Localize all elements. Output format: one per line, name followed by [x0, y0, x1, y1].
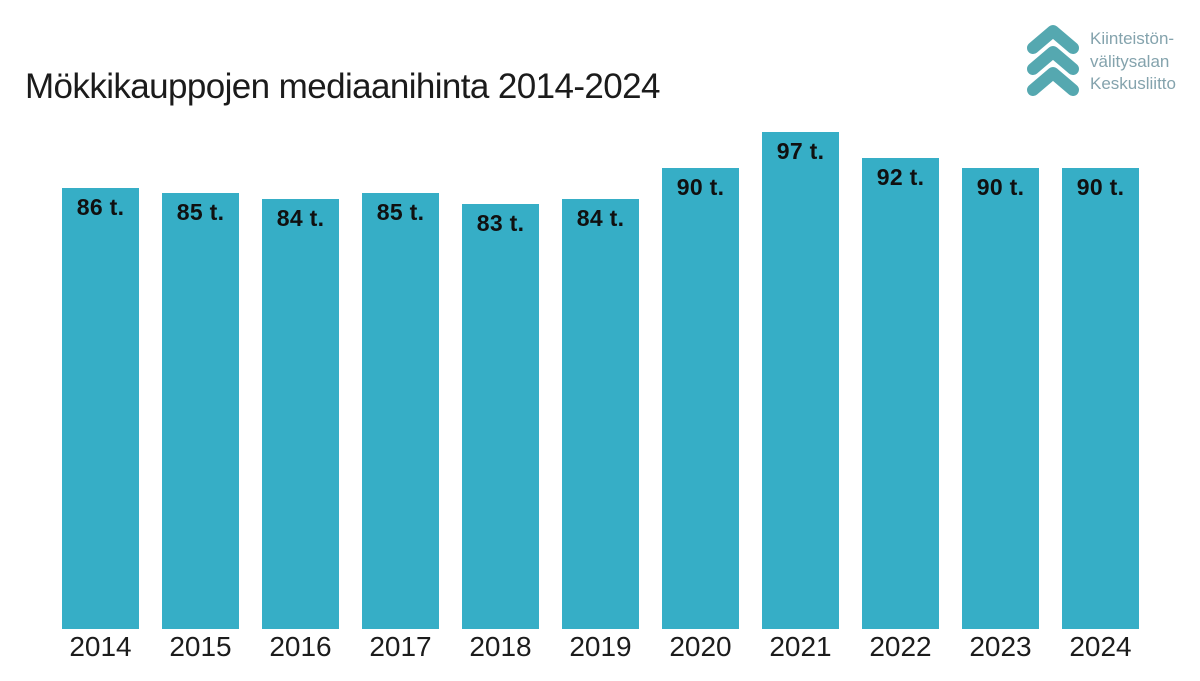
bar-2015: 85 t. — [162, 193, 239, 629]
x-tick-2014: 2014 — [69, 631, 132, 662]
bar-2022: 92 t. — [862, 158, 939, 629]
bar-2020: 90 t. — [662, 168, 739, 629]
x-tick-2022: 2022 — [869, 631, 932, 662]
bar-value-label: 83 t. — [476, 210, 525, 236]
x-tick-2020: 2020 — [669, 631, 732, 662]
bar-value-label: 85 t. — [376, 199, 425, 225]
x-tick-2017: 2017 — [369, 631, 432, 662]
bar-value-label: 86 t. — [76, 194, 125, 220]
bar-value-label: 97 t. — [776, 138, 825, 164]
bar-value-label: 85 t. — [176, 199, 225, 225]
bar-2021: 97 t. — [762, 132, 839, 629]
bar-value-label: 84 t. — [576, 205, 625, 231]
bar-2017: 85 t. — [362, 193, 439, 629]
bar-value-label: 90 t. — [976, 174, 1025, 200]
bar-2023: 90 t. — [962, 168, 1039, 629]
x-axis: 2014 2015 2016 2017 2018 2019 2020 2021 2022 2023… — [62, 631, 1139, 663]
chart-title: Mökkikauppojen mediaanihinta 2014-2024 — [25, 67, 660, 107]
x-tick-2021: 2021 — [769, 631, 832, 662]
x-tick-2024: 2024 — [1069, 631, 1132, 662]
logo-text-line: Keskusliitto — [1090, 74, 1176, 93]
triple-chevron-up-icon — [1024, 22, 1082, 101]
logo-text: Kiinteistön- välitysalan Keskusliitto — [1090, 22, 1176, 96]
bar-value-label: 90 t. — [676, 174, 725, 200]
x-tick-2015: 2015 — [169, 631, 232, 662]
bar-2024: 90 t. — [1062, 168, 1139, 629]
bar-value-label: 92 t. — [876, 164, 925, 190]
bar-value-label: 84 t. — [276, 205, 325, 231]
bar-2014: 86 t. — [62, 188, 139, 629]
bars: 86 t. 85 t. 84 t. 85 t. 83 t. 84 t. 90 t. 97 t.… — [62, 0, 1139, 629]
bar-2018: 83 t. — [462, 204, 539, 629]
x-tick-2018: 2018 — [469, 631, 532, 662]
bar-2016: 84 t. — [262, 199, 339, 629]
x-tick-2019: 2019 — [569, 631, 632, 662]
logo-text-line: välitysalan — [1090, 51, 1170, 71]
logo-text-line: Kiinteistön- — [1090, 29, 1175, 48]
logo: Kiinteistön- välitysalan Keskusliitto — [1024, 22, 1176, 101]
x-tick-2023: 2023 — [969, 631, 1032, 662]
bar-2019: 84 t. — [562, 199, 639, 629]
x-tick-2016: 2016 — [269, 631, 332, 662]
bar-value-label: 90 t. — [1076, 174, 1125, 200]
